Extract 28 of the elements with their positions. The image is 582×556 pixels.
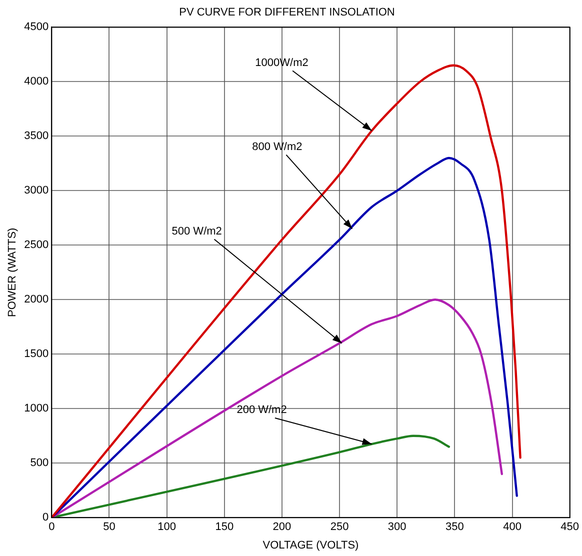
annotation: 800 W/m2 [252,140,302,153]
annotation: 500 W/m2 [172,225,222,238]
x-tick-label: 450 [560,521,580,534]
x-tick-label: 100 [158,521,176,534]
x-tick-label: 400 [503,521,522,534]
chart-title: PV CURVE FOR DIFFERENT INSOLATION [179,6,395,19]
line-series [52,298,503,518]
x-tick-label: 250 [330,521,349,534]
line-series [52,156,518,518]
y-tick-label: 4000 [24,76,49,88]
y-axis-title: POWER (WATTS) [6,228,19,318]
x-tick-label: 150 [215,521,234,534]
x-tick-label: 350 [446,521,464,534]
y-tick-label: 2500 [24,239,49,252]
y-tick-label: 2000 [24,294,49,306]
annotation: 200 W/m2 [236,404,287,416]
y-tick-label: 500 [30,457,49,470]
x-tick-label: 300 [388,521,406,534]
x-tick-label: 200 [272,521,292,534]
y-tick-label: 3000 [24,184,49,197]
x-tick-label: 50 [103,521,116,534]
y-tick-label: 4500 [24,21,49,34]
y-tick-label: 1500 [24,348,49,360]
x-axis-title: VOLTAGE (VOLTS) [262,539,359,552]
annotation: 1000W/m2 [255,56,308,69]
y-tick-label: 1000 [24,402,49,415]
y-tick-label: 0 [42,512,49,524]
y-tick-label: 3500 [24,130,49,142]
